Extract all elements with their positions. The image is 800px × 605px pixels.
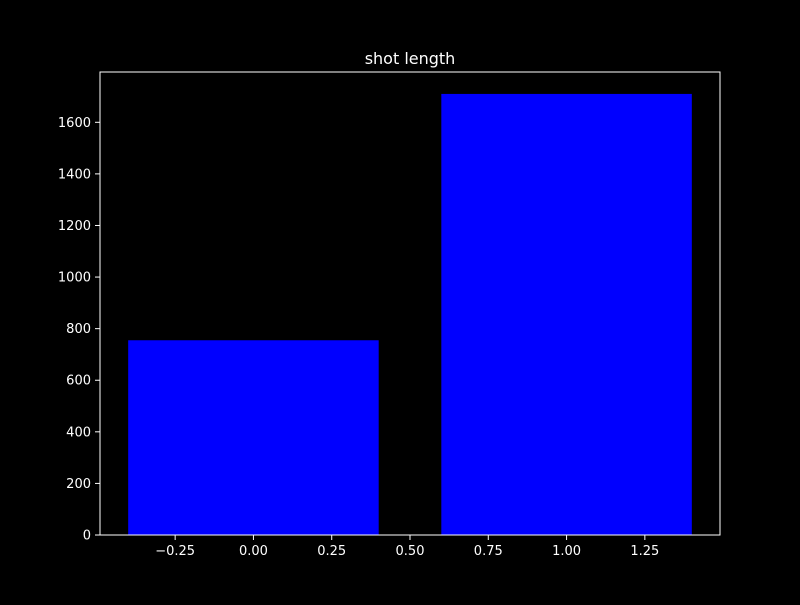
x-tick-label: 1.00 <box>552 544 581 559</box>
y-tick-label: 1400 <box>58 167 91 182</box>
x-tick-label: 0.75 <box>474 544 503 559</box>
y-tick-label: 400 <box>66 425 91 440</box>
bars-layer <box>128 93 692 536</box>
y-axis-ticks: 0 200 400 600 800 1000 1200 1400 1600 <box>58 116 100 544</box>
x-axis-ticks: −0.25 0.00 0.25 0.50 0.75 1.00 1.25 <box>155 535 659 559</box>
bar-0 <box>128 340 379 535</box>
bar-1 <box>441 93 692 536</box>
y-tick-label: 0 <box>83 529 91 544</box>
y-tick-label: 1600 <box>58 116 91 131</box>
x-tick-label: 0.50 <box>396 544 425 559</box>
y-tick-label: 600 <box>66 374 91 389</box>
y-tick-label: 1000 <box>58 271 91 286</box>
y-tick-label: 1200 <box>58 219 91 234</box>
chart-title: shot length <box>365 49 456 68</box>
x-tick-label: 1.25 <box>630 544 659 559</box>
x-tick-label: 0.25 <box>317 544 346 559</box>
x-tick-label: 0.00 <box>239 544 268 559</box>
axes-frame <box>99 71 721 536</box>
y-tick-label: 800 <box>66 322 91 337</box>
x-tick-label: −0.25 <box>155 544 195 559</box>
y-tick-label: 200 <box>66 477 91 492</box>
